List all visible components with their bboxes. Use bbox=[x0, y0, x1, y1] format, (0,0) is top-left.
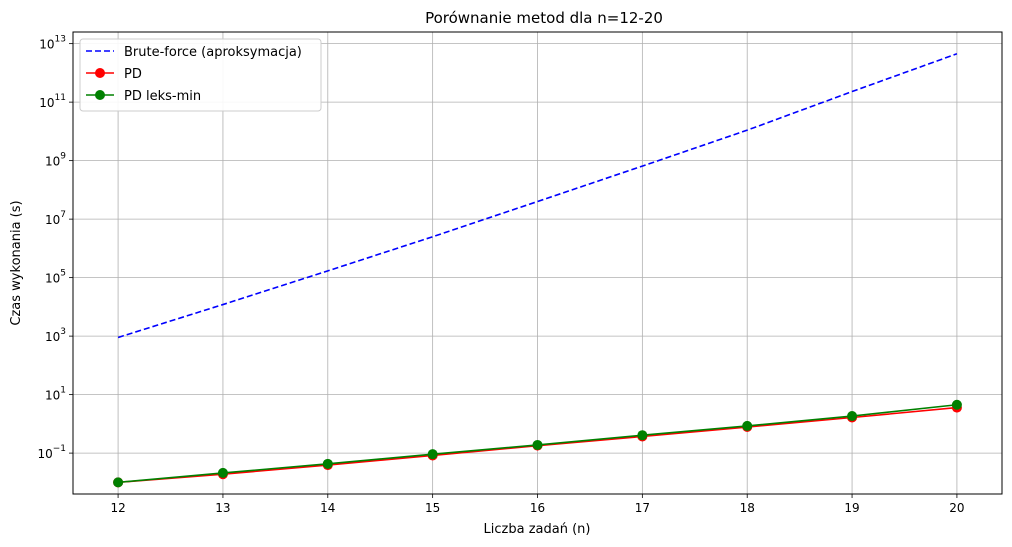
legend: Brute-force (aproksymacja) PD PD leks-min bbox=[79, 38, 322, 112]
data-point bbox=[847, 411, 858, 422]
y-tick-label: 10−1 bbox=[37, 444, 66, 461]
x-tick-label: 14 bbox=[320, 501, 335, 515]
data-point bbox=[113, 477, 124, 488]
series-layer bbox=[113, 53, 962, 488]
y-tick-label: 109 bbox=[45, 152, 66, 169]
legend-marker bbox=[95, 68, 105, 78]
y-axis-title: Czas wykonania (s) bbox=[9, 200, 24, 325]
x-tick-label: 16 bbox=[530, 501, 545, 515]
x-tick-label: 15 bbox=[425, 501, 440, 515]
series-line-1 bbox=[117, 53, 958, 339]
y-tick-label: 1011 bbox=[39, 93, 66, 110]
y-tick-label: 1013 bbox=[39, 35, 66, 52]
chart-title: Porównanie metod dla n=12-20 bbox=[425, 9, 663, 27]
y-tick-label: 105 bbox=[45, 269, 66, 286]
data-point bbox=[637, 430, 648, 441]
legend-label: PD leks-min bbox=[124, 89, 201, 104]
data-point bbox=[217, 467, 228, 478]
data-point bbox=[322, 458, 333, 469]
tick-layer: 12 13 14 15 16 17 18 19 20 10−1 101 103 105 107 109 101… bbox=[37, 35, 964, 515]
x-tick-label: 19 bbox=[844, 501, 859, 515]
x-tick-label: 13 bbox=[215, 501, 230, 515]
y-tick-label: 103 bbox=[45, 327, 66, 344]
legend-label: Brute-force (aproksymacja) bbox=[124, 45, 302, 60]
data-point bbox=[532, 439, 543, 450]
legend-marker bbox=[95, 90, 105, 100]
x-tick-label: 18 bbox=[740, 501, 755, 515]
legend-frame bbox=[79, 38, 322, 112]
grid-layer bbox=[73, 32, 1002, 494]
y-tick-label: 101 bbox=[45, 386, 66, 403]
x-axis-title: Liczba zadań (n) bbox=[484, 522, 591, 537]
data-point bbox=[742, 420, 753, 431]
x-tick-label: 12 bbox=[110, 501, 125, 515]
data-point bbox=[951, 399, 962, 410]
data-point bbox=[427, 449, 438, 460]
x-tick-label: 17 bbox=[635, 501, 650, 515]
legend-label: PD bbox=[124, 67, 142, 82]
y-tick-label: 107 bbox=[45, 210, 66, 227]
x-tick-label: 20 bbox=[949, 501, 964, 515]
